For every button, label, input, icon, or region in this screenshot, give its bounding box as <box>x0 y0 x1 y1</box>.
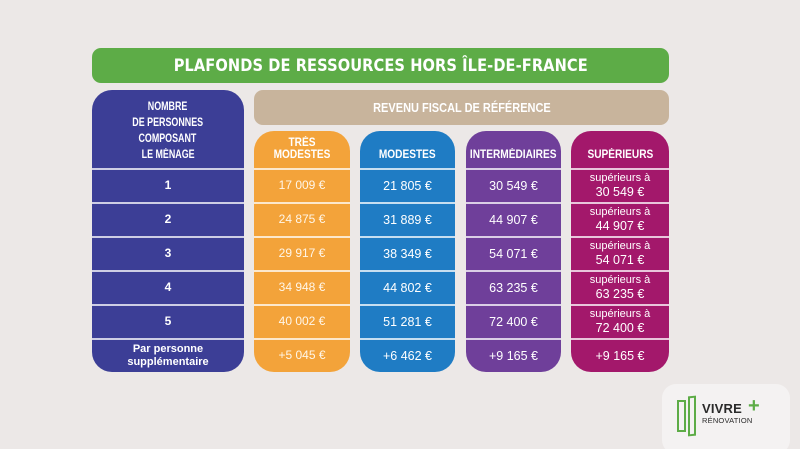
value-prefix: supérieurs à <box>589 240 651 253</box>
extra-value-cell: +9 165 € <box>571 338 669 372</box>
column-header: TRÈS MODESTES <box>254 131 350 168</box>
column-superieurs: SUPÉRIEURS supérieurs à 30 549 € supérie… <box>571 131 669 372</box>
column-header: INTERMÉDIAIRES <box>466 131 561 168</box>
value-prefix: supérieurs à <box>589 274 651 287</box>
persons-column-header: NOMBRE DE PERSONNES COMPOSANT LE MÉNAGE <box>92 90 244 168</box>
header-line: NOMBRE <box>148 101 188 113</box>
value-cell: 54 071 € <box>466 236 561 270</box>
persons-row-4: 4 <box>92 270 244 304</box>
header-line: LE MÉNAGE <box>141 149 195 161</box>
plus-icon: + <box>748 395 760 417</box>
value-amount: +9 165 € <box>595 348 645 363</box>
value-cell: 63 235 € <box>466 270 561 304</box>
value-cell: supérieurs à 30 549 € <box>571 168 669 202</box>
value-cell: 21 805 € <box>360 168 455 202</box>
extra-value-cell: +6 462 € <box>360 338 455 372</box>
value-amount: 63 235 € <box>595 287 645 302</box>
value-cell: 31 889 € <box>360 202 455 236</box>
value-cell: 17 009 € <box>254 168 350 202</box>
value-cell: 72 400 € <box>466 304 561 338</box>
value-cell: 51 281 € <box>360 304 455 338</box>
value-cell: 40 002 € <box>254 304 350 338</box>
column-intermediaires: INTERMÉDIAIRES 30 549 € 44 907 € 54 071 … <box>466 131 561 372</box>
page-title-text: PLAFONDS DE RESSOURCES HORS ÎLE-DE-FRANC… <box>173 55 588 76</box>
value-cell: supérieurs à 54 071 € <box>571 236 669 270</box>
value-cell: supérieurs à 63 235 € <box>571 270 669 304</box>
column-header-label: SUPÉRIEURS <box>587 149 653 161</box>
door-leaf-icon <box>688 395 696 437</box>
persons-row-1: 1 <box>92 168 244 202</box>
subtitle-revenu-fiscal: REVENU FISCAL DE RÉFÉRENCE <box>254 90 669 125</box>
logo-vivre-renovation: VIVRE + RÉNOVATION <box>662 384 790 449</box>
value-amount: 54 071 € <box>595 253 645 268</box>
extra-value-cell: +9 165 € <box>466 338 561 372</box>
value-cell: 34 948 € <box>254 270 350 304</box>
door-icon <box>677 400 686 432</box>
column-tres-modestes: TRÈS MODESTES 17 009 € 24 875 € 29 917 €… <box>254 131 350 372</box>
header-line: COMPOSANT <box>139 133 197 145</box>
persons-column: NOMBRE DE PERSONNES COMPOSANT LE MÉNAGE … <box>92 90 244 372</box>
page-title: PLAFONDS DE RESSOURCES HORS ÎLE-DE-FRANC… <box>92 48 669 83</box>
value-amount: 44 907 € <box>595 219 645 234</box>
value-cell: supérieurs à 72 400 € <box>571 304 669 338</box>
persons-row-5: 5 <box>92 304 244 338</box>
value-cell: 30 549 € <box>466 168 561 202</box>
value-cell: 44 802 € <box>360 270 455 304</box>
value-cell: 44 907 € <box>466 202 561 236</box>
persons-row-3: 3 <box>92 236 244 270</box>
extra-value-cell: +5 045 € <box>254 338 350 372</box>
subtitle-text: REVENU FISCAL DE RÉFÉRENCE <box>372 100 551 115</box>
persons-row-2: 2 <box>92 202 244 236</box>
column-modestes: MODESTES 21 805 € 31 889 € 38 349 € 44 8… <box>360 131 455 372</box>
column-header: MODESTES <box>360 131 455 168</box>
column-header-label: TRÈS MODESTES <box>273 137 331 161</box>
column-header-label: INTERMÉDIAIRES <box>470 149 557 161</box>
column-header-label: MODESTES <box>379 149 436 161</box>
value-cell: 24 875 € <box>254 202 350 236</box>
value-cell: 38 349 € <box>360 236 455 270</box>
value-amount: 30 549 € <box>595 185 645 200</box>
value-prefix: supérieurs à <box>589 206 651 219</box>
header-line: DE PERSONNES <box>132 117 204 129</box>
extra-line: supplémentaire <box>127 356 209 368</box>
column-header: SUPÉRIEURS <box>571 131 669 168</box>
value-prefix: supérieurs à <box>589 172 651 185</box>
value-prefix: supérieurs à <box>589 308 651 321</box>
logo-line2: RÉNOVATION <box>702 416 753 425</box>
persons-row-extra: Par personne supplémentaire <box>92 338 244 372</box>
extra-line: Par personne <box>132 343 204 356</box>
logo-line1: VIVRE <box>702 401 743 416</box>
value-cell: supérieurs à 44 907 € <box>571 202 669 236</box>
value-cell: 29 917 € <box>254 236 350 270</box>
value-amount: 72 400 € <box>595 321 645 336</box>
